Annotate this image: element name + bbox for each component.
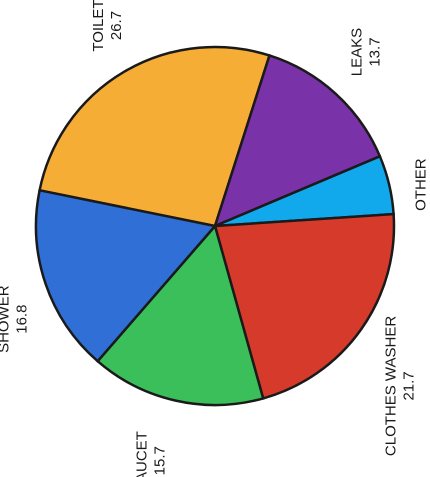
slice-label-faucet: FAUCET 15.7 [134, 431, 169, 477]
slice-value-label: 15.7 [152, 446, 169, 475]
slice-label-toilet: TOILET 26.7 [90, 0, 125, 52]
pie-slice-toilet [38, 45, 272, 228]
slice-category-label: CLOTHES WASHER [383, 316, 400, 456]
slice-value-label: 16.8 [13, 305, 30, 334]
slice-category-label: TOILET [90, 0, 107, 52]
slice-category-label: SHOWER [0, 285, 12, 353]
slice-label-other: OTHER5.3 [412, 158, 429, 211]
slice-value-label: 21.7 [401, 371, 418, 400]
slice-category-label: FAUCET [134, 431, 151, 477]
pie-slice-leaks [212, 53, 382, 229]
slice-value-label: 26.7 [108, 11, 125, 40]
slice-label-leaks: LEAKS 13.7 [349, 28, 384, 76]
slice-category-label: LEAKS [349, 28, 366, 76]
slice-value-label: 13.7 [367, 37, 384, 66]
pie-slice-clothes-washer [213, 212, 396, 400]
slice-category-label: OTHER [412, 158, 429, 211]
pie-slice-faucet [95, 223, 265, 407]
slice-label-clothes-washer: CLOTHES WASHER 21.7 [383, 316, 418, 456]
slice-label-shower: SHOWER 16.8 [0, 285, 30, 353]
pie-slice-shower [34, 188, 218, 363]
